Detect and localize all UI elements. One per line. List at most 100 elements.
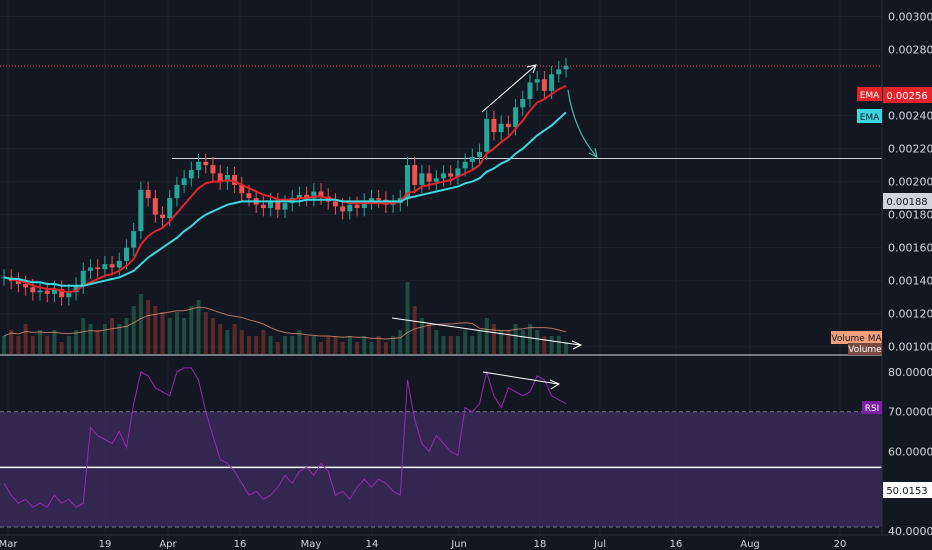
candle-body	[160, 214, 166, 218]
volume-bars	[2, 282, 568, 354]
candle-body	[232, 175, 238, 185]
candle-body	[239, 184, 245, 194]
price-tick-label: 0.00100	[888, 341, 932, 354]
rsi-value-tag: 50.0153	[886, 486, 927, 497]
volume-bar	[383, 342, 388, 354]
volume-bar	[340, 342, 345, 354]
volume-bar	[441, 336, 446, 354]
price-axis[interactable]: 0.00300 0.00280 0.00240 0.00220 0.00200 0.001…	[888, 11, 932, 354]
candle-body	[196, 161, 202, 171]
candle-body	[563, 66, 569, 70]
time-tick-label: 20	[834, 539, 847, 550]
ema-fast-label: EMA	[860, 91, 880, 101]
price-tick-label: 0.00140	[888, 275, 932, 288]
rsi-line	[3, 367, 567, 508]
price-tick-label: 0.00200	[888, 176, 932, 189]
volume-bar	[333, 336, 338, 354]
volume-bar	[283, 336, 287, 354]
volume-bar	[463, 330, 468, 354]
time-axis[interactable]: Mar 19 Apr 16 May 14 Jun 18 Jul 16 Aug 20	[0, 539, 846, 550]
candle-body	[188, 170, 194, 179]
volume-bar	[254, 336, 259, 354]
volume-bar	[470, 336, 475, 354]
candle-body	[123, 247, 129, 261]
candle-body	[224, 175, 230, 182]
candle-body	[23, 284, 29, 288]
volume-bar	[117, 324, 122, 354]
candle-body	[462, 161, 468, 169]
candle-body	[549, 74, 555, 91]
price-tick-label: 0.00120	[888, 308, 932, 321]
time-tick-label: Apr	[159, 539, 177, 550]
price-tick-label: 0.00300	[888, 11, 932, 24]
time-tick-label: Aug	[740, 539, 760, 550]
volume-bar	[391, 336, 396, 354]
candle-body	[556, 69, 562, 75]
time-tick-label: May	[301, 539, 322, 550]
candle-body	[534, 79, 540, 83]
candle-body	[491, 118, 497, 133]
trend-arrow-up[interactable]	[481, 65, 536, 113]
volume-bar	[16, 336, 21, 354]
price-tick-label: 0.00160	[888, 242, 932, 255]
projection-arrow-down[interactable]	[567, 89, 597, 157]
ema-fast-value: 0.00256	[886, 91, 927, 102]
candle-body	[311, 191, 317, 199]
volume-bar	[477, 330, 482, 354]
volume-bar	[499, 330, 504, 354]
volume-divergence-arrow[interactable]	[391, 317, 581, 346]
time-tick-label: 18	[534, 539, 547, 550]
ema-fast-tag: EMA 0.00256	[857, 87, 932, 103]
candle-body	[102, 264, 108, 270]
volume-bar	[218, 324, 223, 354]
annotations[interactable]	[391, 64, 598, 390]
volume-bar	[527, 324, 532, 354]
candle-body	[368, 198, 374, 202]
candle-body	[217, 173, 223, 182]
arrow-head-icon	[571, 340, 583, 350]
candle-body	[15, 280, 21, 284]
volume-bar	[556, 336, 561, 354]
volume-bar	[290, 336, 295, 354]
volume-bar	[448, 336, 453, 354]
candle-body	[167, 198, 173, 218]
candle-body	[455, 168, 461, 177]
volume-bar	[38, 330, 43, 354]
volume-bar	[110, 318, 115, 354]
volume-bar	[412, 306, 417, 354]
candle-body	[145, 189, 151, 199]
candle-body	[419, 173, 425, 185]
rsi-divergence-arrow[interactable]	[482, 371, 559, 385]
volume-bar	[45, 336, 50, 354]
candle-body	[318, 191, 324, 197]
volume-bar	[506, 330, 511, 354]
candle-body	[347, 204, 353, 212]
time-tick-label: Jun	[450, 539, 467, 550]
candle-body	[73, 285, 79, 293]
volume-bar	[196, 300, 201, 354]
volume-bar	[124, 318, 129, 354]
volume-bar	[210, 318, 215, 354]
volume-bar	[268, 336, 273, 354]
volume-bar	[2, 336, 6, 354]
volume-bar	[74, 330, 79, 354]
volume-ma-line	[3, 306, 567, 340]
time-tick-label: 16	[234, 539, 247, 550]
rsi-axis[interactable]: 80.0000 70.0000 60.0000 40.0000	[888, 366, 932, 538]
candle-body	[44, 290, 50, 294]
volume-bar	[355, 342, 360, 354]
price-tick-label: 0.00180	[888, 209, 932, 222]
volume-bar	[246, 336, 251, 354]
rsi-band	[0, 411, 882, 528]
arrow-head-icon	[549, 379, 561, 390]
volume-bar	[362, 336, 367, 354]
volume-bar	[9, 330, 14, 354]
volume-bar	[131, 306, 136, 354]
volume-bar	[304, 336, 309, 354]
ema-slow-label: EMA	[860, 113, 880, 123]
volume-bar	[225, 330, 230, 354]
candle-body	[505, 123, 511, 128]
candle-body	[181, 178, 187, 185]
volume-bar	[347, 336, 352, 354]
